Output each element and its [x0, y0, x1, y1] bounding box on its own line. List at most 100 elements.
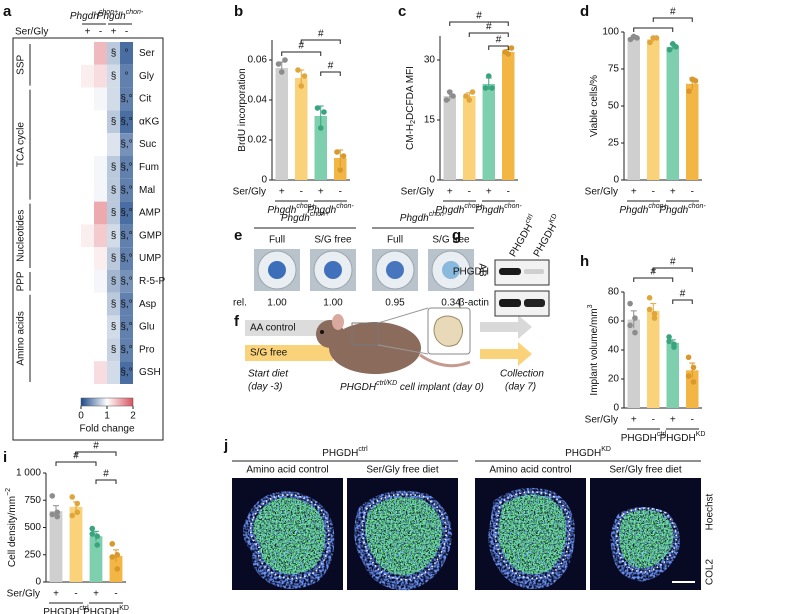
heatmap-cell — [120, 270, 133, 293]
y-tick-label: 0.02 — [248, 135, 268, 146]
cell-mark: §,° — [120, 208, 132, 219]
bar — [647, 310, 660, 408]
bar — [627, 319, 640, 408]
condition-label: Ser/Gly free diet — [609, 465, 681, 476]
heatmap-cell — [120, 361, 133, 384]
panel-letter: g — [452, 227, 461, 244]
row-name: Suc — [139, 139, 156, 150]
bar — [314, 116, 327, 180]
y-axis-label: CM-H2DCFDA MFI — [405, 66, 418, 150]
label-sup: chon- — [688, 203, 706, 210]
condition-label: Amino acid control — [489, 465, 571, 476]
heatmap-cell — [94, 201, 107, 225]
bar — [502, 52, 515, 180]
y-tick-label: 0 — [35, 577, 41, 588]
outline — [616, 507, 677, 573]
group-label: PHGDHctrl — [43, 605, 89, 614]
heatmap-cell — [120, 110, 133, 134]
heatmap-cell — [107, 338, 120, 362]
row-name: Gly — [139, 71, 154, 82]
data-point — [54, 509, 61, 516]
significance-bracket — [652, 17, 693, 22]
data-point — [666, 338, 672, 345]
y-axis-label: BrdU incorporation — [237, 68, 248, 151]
heatmap-cell — [107, 292, 120, 316]
data-point — [685, 373, 692, 379]
significance-bracket — [633, 277, 674, 282]
group-label: PHGDHctrl — [322, 446, 368, 459]
x-tick-label: - — [468, 187, 471, 198]
x-tick-label: + — [279, 187, 285, 198]
group-label: Phgdhchon+ — [281, 211, 329, 224]
cell-mark: ° — [125, 71, 129, 82]
heatmap-cell — [107, 42, 120, 65]
data-point — [646, 295, 653, 301]
cell-mark: §,° — [120, 116, 132, 127]
cell-mark: § — [111, 322, 117, 333]
bar — [89, 536, 103, 582]
heatmap-cell — [81, 270, 94, 293]
band — [524, 299, 545, 307]
panel-letter: c — [398, 3, 406, 20]
band — [499, 299, 521, 307]
data-point — [690, 379, 697, 385]
panel-letter: h — [580, 253, 589, 270]
data-point — [469, 89, 476, 95]
label-sup: chon+ — [464, 203, 483, 210]
x-tick-label: + — [631, 187, 637, 198]
bar — [49, 511, 63, 582]
y-tick-label: 15 — [424, 115, 436, 126]
start-day: (day -3) — [248, 382, 282, 393]
y-tick-label: 0.06 — [248, 55, 268, 66]
data-point — [89, 525, 96, 532]
heatmap-cell — [81, 247, 94, 270]
label-sup: chon- — [126, 9, 144, 16]
x-axis-label: Ser/Gly — [401, 187, 434, 198]
row-name: αKG — [139, 116, 159, 127]
heatmap-cell — [94, 247, 107, 270]
cell-mark: §,° — [120, 253, 132, 264]
y-tick-label: 750 — [24, 495, 41, 506]
x-tick-label: + — [486, 187, 492, 198]
row-name: Ser — [139, 48, 155, 59]
row-name: Glu — [139, 322, 155, 333]
data-point — [463, 93, 469, 99]
outline — [361, 493, 447, 581]
bar — [647, 39, 660, 181]
condition-label: Full — [387, 235, 403, 246]
band — [499, 268, 521, 275]
condition-label: S/G free — [314, 235, 352, 246]
data-point — [54, 513, 61, 520]
label-sup: chon+ — [296, 203, 315, 210]
data-point — [74, 500, 81, 507]
data-point — [446, 89, 453, 95]
y-axis-label: Implant volume/mm3 — [587, 304, 599, 395]
label-text: Phgdh — [70, 11, 99, 22]
label-part: Viable cells/% — [589, 75, 600, 137]
heatmap-cell — [120, 247, 133, 270]
label-sup: chon+ — [310, 211, 329, 218]
well-stain — [268, 261, 286, 279]
y-tick-label: 60 — [608, 316, 620, 327]
label-sup: chon- — [504, 203, 522, 210]
x-tick-label: + — [53, 589, 59, 600]
data-point — [443, 97, 450, 103]
data-point — [632, 329, 638, 336]
significance-bracket — [468, 32, 509, 37]
bar — [275, 68, 288, 180]
label-sup: ctrl — [657, 431, 667, 438]
y-tick-label: 0 — [261, 175, 267, 186]
x-tick-label: - — [507, 187, 510, 198]
data-point — [282, 57, 288, 63]
heatmap-cell — [94, 156, 107, 179]
bar — [686, 370, 699, 408]
label-text: Phgdh — [475, 205, 504, 216]
label-text: PHGDH — [565, 448, 601, 459]
heatmap-cell — [120, 315, 133, 339]
significance-bracket — [320, 71, 341, 76]
cell-mark: §,° — [120, 185, 132, 196]
band-label: PHGDH — [453, 267, 489, 278]
y-tick-label: 250 — [24, 549, 41, 560]
data-point — [666, 334, 672, 340]
